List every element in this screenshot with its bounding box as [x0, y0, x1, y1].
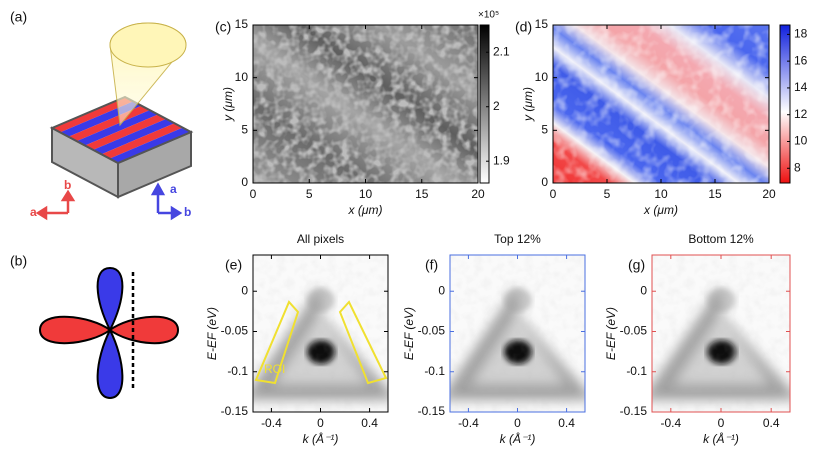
y-tick-label: 15: [535, 17, 549, 31]
x-tick-label: -0.4: [261, 416, 282, 430]
x-tick-label: 0: [250, 187, 257, 201]
y-tick-label: 15: [235, 17, 249, 31]
x-tick-label: 10: [359, 187, 373, 201]
y-tick-label: -0.1: [424, 364, 445, 378]
roi-box: [338, 300, 388, 385]
panel-label: (b): [10, 253, 27, 269]
y-tick-label: 0: [438, 283, 445, 297]
y-tick-label: -0.15: [418, 404, 446, 418]
y-tick-label: 5: [241, 123, 248, 137]
x-axis-label: k (Å⁻¹): [703, 431, 739, 446]
x-tick-label: 0.4: [558, 416, 575, 430]
colorbar-tick-label: 2.1: [493, 44, 510, 58]
colorbar: [479, 24, 490, 184]
y-axis-label: E-EF (eV): [604, 307, 618, 360]
y-tick-label: -0.15: [221, 404, 249, 418]
x-tick-label: 5: [306, 187, 313, 201]
x-tick-label: 0: [514, 416, 521, 430]
x-tick-label: 0.4: [763, 416, 780, 430]
spectrum-image: [440, 255, 595, 412]
y-tick-label: 0: [241, 283, 248, 297]
red-axes: [35, 189, 76, 221]
spectrum-image: [243, 255, 398, 412]
stripe: [93, 118, 175, 155]
axis-letter: b: [184, 205, 191, 219]
panel-label: (g): [628, 257, 645, 273]
x-axis-label: x (μm): [348, 203, 383, 217]
y-tick-label: -0.05: [620, 324, 648, 338]
x-tick-label: 10: [654, 187, 668, 201]
colorbar-tick-label: 14: [794, 80, 808, 94]
panel-label: (a): [10, 9, 27, 25]
x-tick-label: -0.4: [458, 416, 479, 430]
panel-label: (e): [225, 257, 242, 273]
colorbar-tick-label: 16: [794, 53, 808, 67]
x-tick-label: 0.4: [361, 416, 378, 430]
y-tick-label: -0.05: [418, 324, 446, 338]
x-tick-label: 0: [317, 416, 324, 430]
panel-label: (f): [425, 257, 438, 273]
colorbar-exponent: ×10⁵: [478, 10, 499, 21]
x-tick-label: -0.4: [660, 416, 681, 430]
y-tick-label: -0.15: [620, 404, 648, 418]
map-noise: [553, 25, 769, 183]
y-tick-label: 0: [640, 283, 647, 297]
spectrum-image: [642, 255, 800, 412]
y-axis-label: y (μm): [221, 87, 235, 122]
colorbar-tick-label: 1.9: [493, 153, 510, 167]
axis-letter: b: [64, 178, 71, 192]
x-axis-label: k (Å⁻¹): [500, 431, 536, 446]
y-tick-label: -0.05: [221, 324, 249, 338]
colorbar-tick-label: 2: [493, 99, 500, 113]
annotation: ROI: [264, 362, 285, 376]
panel-label: (c): [215, 19, 231, 35]
stripe: [52, 97, 134, 133]
stripe: [76, 110, 158, 146]
x-tick-label: 0: [550, 187, 557, 201]
stripe: [85, 114, 167, 150]
y-axis-label: y (μm): [521, 87, 535, 122]
blue-axes: [150, 182, 183, 221]
y-tick-label: 0: [541, 175, 548, 189]
x-tick-label: 20: [471, 187, 485, 201]
colorbar-tick-label: 18: [794, 27, 808, 41]
panel-title: Top 12%: [494, 232, 541, 246]
colorbar: [779, 24, 791, 184]
map-noise: [253, 25, 478, 183]
y-tick-label: -0.1: [227, 364, 248, 378]
y-tick-label: 0: [241, 175, 248, 189]
x-tick-label: 15: [708, 187, 722, 201]
panel-label: (d): [515, 19, 532, 35]
stripe: [101, 123, 183, 159]
box-top: [49, 95, 194, 165]
x-axis-label: k (Å⁻¹): [303, 431, 339, 446]
colorbar-tick-label: 8: [794, 160, 801, 174]
x-tick-label: 20: [762, 187, 776, 201]
x-axis-label: x (μm): [643, 203, 678, 217]
light-cone-top: [109, 22, 187, 68]
colorbar-tick-label: 10: [794, 134, 808, 148]
axis-letter: a: [30, 205, 37, 219]
stripe: [68, 105, 150, 142]
y-axis-label: E-EF (eV): [205, 307, 219, 360]
panel-title: Bottom 12%: [688, 232, 754, 246]
x-tick-label: 0: [718, 416, 725, 430]
x-tick-label: 15: [415, 187, 429, 201]
y-tick-label: 5: [541, 123, 548, 137]
y-axis-label: E-EF (eV): [402, 307, 416, 360]
orbital-lobe: [96, 266, 124, 400]
stripe: [109, 127, 191, 163]
y-tick-label: 10: [235, 70, 249, 84]
colorbar-tick-label: 12: [794, 107, 808, 121]
panel-title: All pixels: [297, 232, 344, 246]
x-tick-label: 5: [604, 187, 611, 201]
y-tick-label: 10: [535, 70, 549, 84]
roi-box: [254, 300, 300, 385]
axis-letter: a: [170, 182, 177, 196]
y-tick-label: -0.1: [626, 364, 647, 378]
